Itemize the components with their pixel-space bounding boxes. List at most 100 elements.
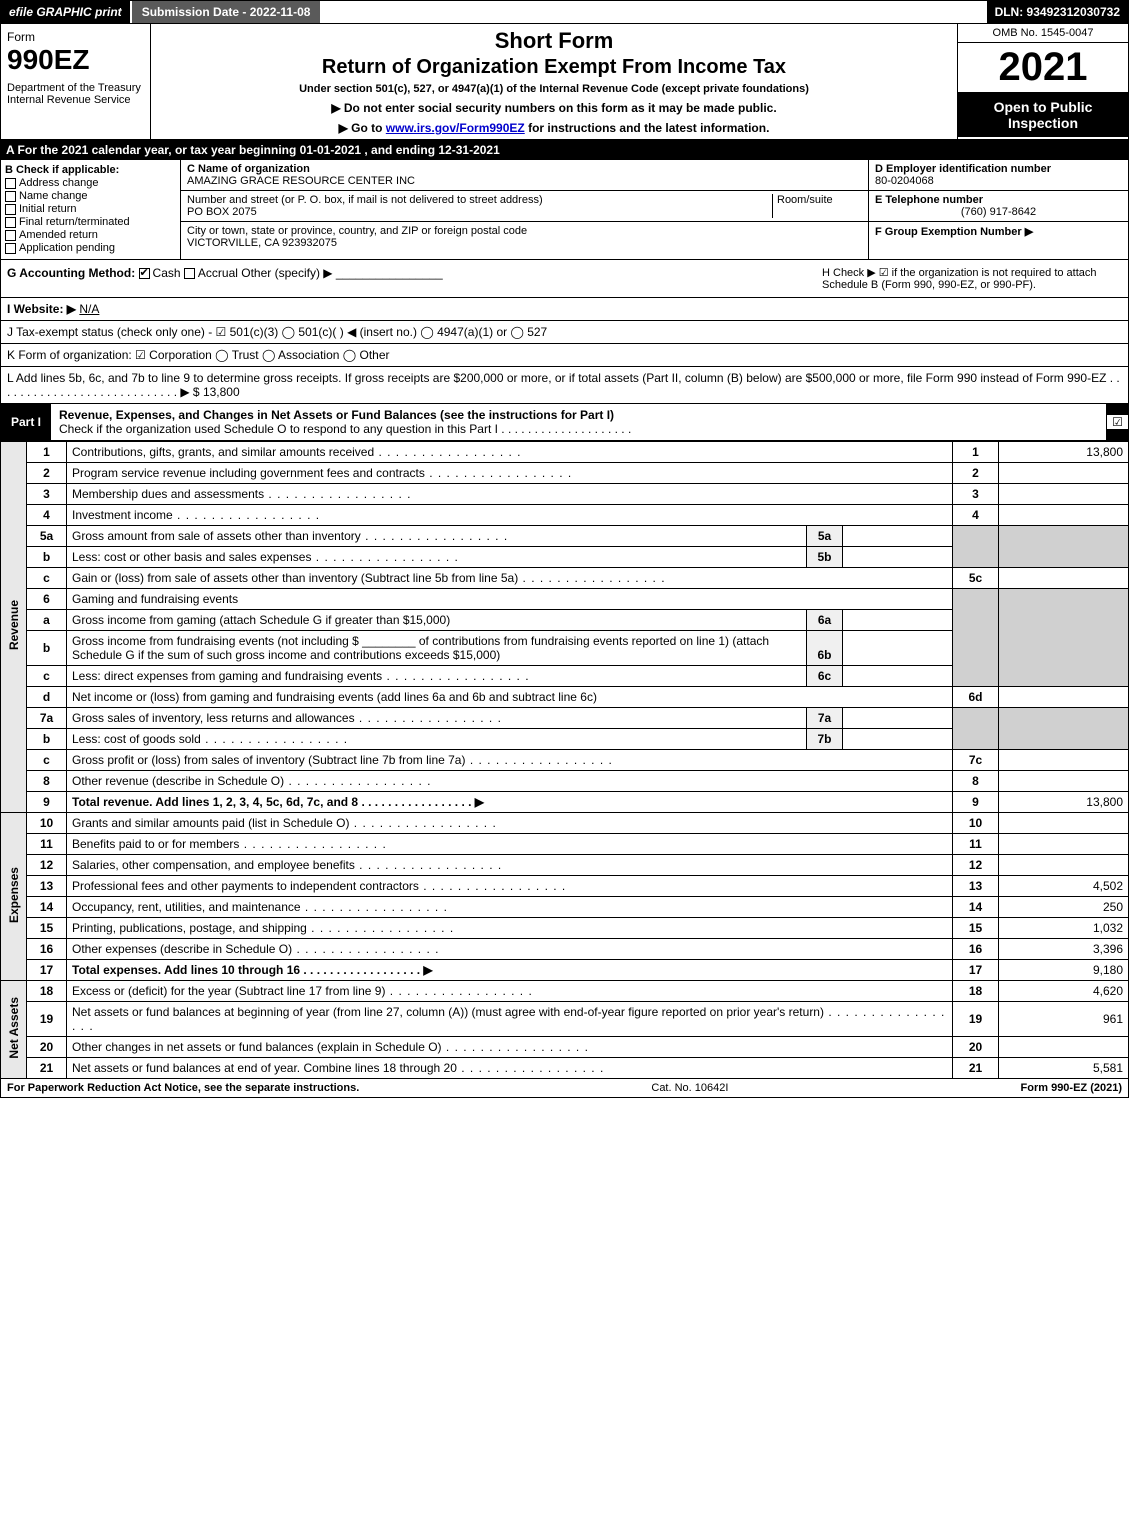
l19-ref: 19 bbox=[953, 1002, 999, 1037]
l10-amount bbox=[999, 813, 1129, 834]
l1-ref: 1 bbox=[953, 442, 999, 463]
l5c-ref: 5c bbox=[953, 568, 999, 589]
l16-ref: 16 bbox=[953, 939, 999, 960]
l8-num: 8 bbox=[27, 771, 67, 792]
l5c-amount bbox=[999, 568, 1129, 589]
l5c-num: c bbox=[27, 568, 67, 589]
org-city: VICTORVILLE, CA 923932075 bbox=[187, 237, 337, 249]
l18-amount: 4,620 bbox=[999, 981, 1129, 1002]
l4-num: 4 bbox=[27, 505, 67, 526]
row-5c: cGain or (loss) from sale of assets othe… bbox=[1, 568, 1129, 589]
group-exemption-label: F Group Exemption Number ▶ bbox=[875, 226, 1033, 238]
sidebar-expenses: Expenses bbox=[1, 813, 27, 981]
check-amended-return[interactable]: Amended return bbox=[5, 229, 176, 241]
l8-ref: 8 bbox=[953, 771, 999, 792]
irs-link[interactable]: www.irs.gov/Form990EZ bbox=[386, 121, 525, 135]
section-c: C Name of organization AMAZING GRACE RES… bbox=[181, 160, 868, 259]
org-addr-label: Number and street (or P. O. box, if mail… bbox=[187, 194, 543, 206]
l2-num: 2 bbox=[27, 463, 67, 484]
l16-amount: 3,396 bbox=[999, 939, 1129, 960]
l12-text: Salaries, other compensation, and employ… bbox=[72, 858, 502, 872]
check-cash[interactable] bbox=[139, 268, 150, 279]
l6c-num: c bbox=[27, 666, 67, 687]
l14-amount: 250 bbox=[999, 897, 1129, 918]
part-1-subtitle: Check if the organization used Schedule … bbox=[59, 422, 631, 436]
l17-ref: 17 bbox=[953, 960, 999, 981]
row-4: 4Investment income4 bbox=[1, 505, 1129, 526]
l5ab-ref bbox=[953, 526, 999, 568]
ein-label: D Employer identification number bbox=[875, 163, 1051, 175]
l3-num: 3 bbox=[27, 484, 67, 505]
submission-date: Submission Date - 2022-11-08 bbox=[130, 1, 321, 23]
part-1-header: Part I Revenue, Expenses, and Changes in… bbox=[0, 404, 1129, 441]
l9-text: Total revenue. Add lines 1, 2, 3, 4, 5c,… bbox=[72, 795, 484, 809]
l6b-num: b bbox=[27, 631, 67, 666]
l5ab-amount bbox=[999, 526, 1129, 568]
row-16: 16Other expenses (describe in Schedule O… bbox=[1, 939, 1129, 960]
opt-application-pending: Application pending bbox=[19, 242, 115, 254]
row-17: 17Total expenses. Add lines 10 through 1… bbox=[1, 960, 1129, 981]
l14-num: 14 bbox=[27, 897, 67, 918]
l17-num: 17 bbox=[27, 960, 67, 981]
l7c-ref: 7c bbox=[953, 750, 999, 771]
check-application-pending[interactable]: Application pending bbox=[5, 242, 176, 254]
sidebar-revenue: Revenue bbox=[1, 442, 27, 813]
topbar-spacer bbox=[320, 1, 986, 23]
l7b-inlabel: 7b bbox=[807, 729, 843, 750]
l6a-text: Gross income from gaming (attach Schedul… bbox=[72, 613, 450, 627]
l10-num: 10 bbox=[27, 813, 67, 834]
l7b-num: b bbox=[27, 729, 67, 750]
l5a-text: Gross amount from sale of assets other t… bbox=[72, 529, 508, 543]
footer-left: For Paperwork Reduction Act Notice, see … bbox=[7, 1082, 359, 1094]
l1-num: 1 bbox=[27, 442, 67, 463]
l12-num: 12 bbox=[27, 855, 67, 876]
org-addr-box: Number and street (or P. O. box, if mail… bbox=[181, 191, 868, 222]
l6b-inval bbox=[843, 631, 953, 666]
l21-amount: 5,581 bbox=[999, 1058, 1129, 1079]
row-7c: cGross profit or (loss) from sales of in… bbox=[1, 750, 1129, 771]
check-final-return[interactable]: Final return/terminated bbox=[5, 216, 176, 228]
l20-num: 20 bbox=[27, 1037, 67, 1058]
form-title: Return of Organization Exempt From Incom… bbox=[157, 56, 951, 79]
form-header: Form 990EZ Department of the Treasury In… bbox=[0, 24, 1129, 140]
opt-accrual: Accrual bbox=[198, 266, 238, 280]
row-3: 3Membership dues and assessments3 bbox=[1, 484, 1129, 505]
check-name-change[interactable]: Name change bbox=[5, 190, 176, 202]
l9-num: 9 bbox=[27, 792, 67, 813]
l18-num: 18 bbox=[27, 981, 67, 1002]
line-a: A For the 2021 calendar year, or tax yea… bbox=[0, 140, 1129, 160]
instr-1: ▶ Do not enter social security numbers o… bbox=[157, 101, 951, 115]
l18-text: Excess or (deficit) for the year (Subtra… bbox=[72, 984, 533, 998]
l5a-inval bbox=[843, 526, 953, 547]
section-j: J Tax-exempt status (check only one) - ☑… bbox=[0, 321, 1129, 344]
org-name-label: C Name of organization bbox=[187, 163, 310, 175]
opt-final-return: Final return/terminated bbox=[19, 216, 130, 228]
l5b-inlabel: 5b bbox=[807, 547, 843, 568]
l11-num: 11 bbox=[27, 834, 67, 855]
check-accrual[interactable] bbox=[184, 268, 195, 279]
sidebar-netassets: Net Assets bbox=[1, 981, 27, 1079]
l11-amount bbox=[999, 834, 1129, 855]
l2-text: Program service revenue including govern… bbox=[72, 466, 572, 480]
row-21: 21Net assets or fund balances at end of … bbox=[1, 1058, 1129, 1079]
section-l: L Add lines 5b, 6c, and 7b to line 9 to … bbox=[0, 367, 1129, 404]
row-5a: 5aGross amount from sale of assets other… bbox=[1, 526, 1129, 547]
l6c-inlabel: 6c bbox=[807, 666, 843, 687]
instr-2: ▶ Go to www.irs.gov/Form990EZ for instru… bbox=[157, 121, 951, 135]
efile-label[interactable]: efile GRAPHIC print bbox=[1, 1, 130, 23]
footer-right: Form 990-EZ (2021) bbox=[1021, 1082, 1122, 1094]
l6a-inlabel: 6a bbox=[807, 610, 843, 631]
section-b-label: B Check if applicable: bbox=[5, 164, 176, 176]
form-subtitle: Under section 501(c), 527, or 4947(a)(1)… bbox=[157, 83, 951, 95]
l6-num: 6 bbox=[27, 589, 67, 610]
header-right: OMB No. 1545-0047 2021 Open to Public In… bbox=[958, 24, 1128, 139]
section-e: E Telephone number (760) 917-8642 bbox=[869, 191, 1128, 222]
check-address-change[interactable]: Address change bbox=[5, 177, 176, 189]
section-i: I Website: ▶ N/A bbox=[0, 298, 1129, 321]
part-1-check[interactable]: ☑ bbox=[1106, 415, 1128, 429]
row-12: 12 Salaries, other compensation, and empl… bbox=[1, 855, 1129, 876]
row-18: Net Assets 18Excess or (deficit) for the… bbox=[1, 981, 1129, 1002]
l16-num: 16 bbox=[27, 939, 67, 960]
check-initial-return[interactable]: Initial return bbox=[5, 203, 176, 215]
row-10: Expenses 10Grants and similar amounts pa… bbox=[1, 813, 1129, 834]
